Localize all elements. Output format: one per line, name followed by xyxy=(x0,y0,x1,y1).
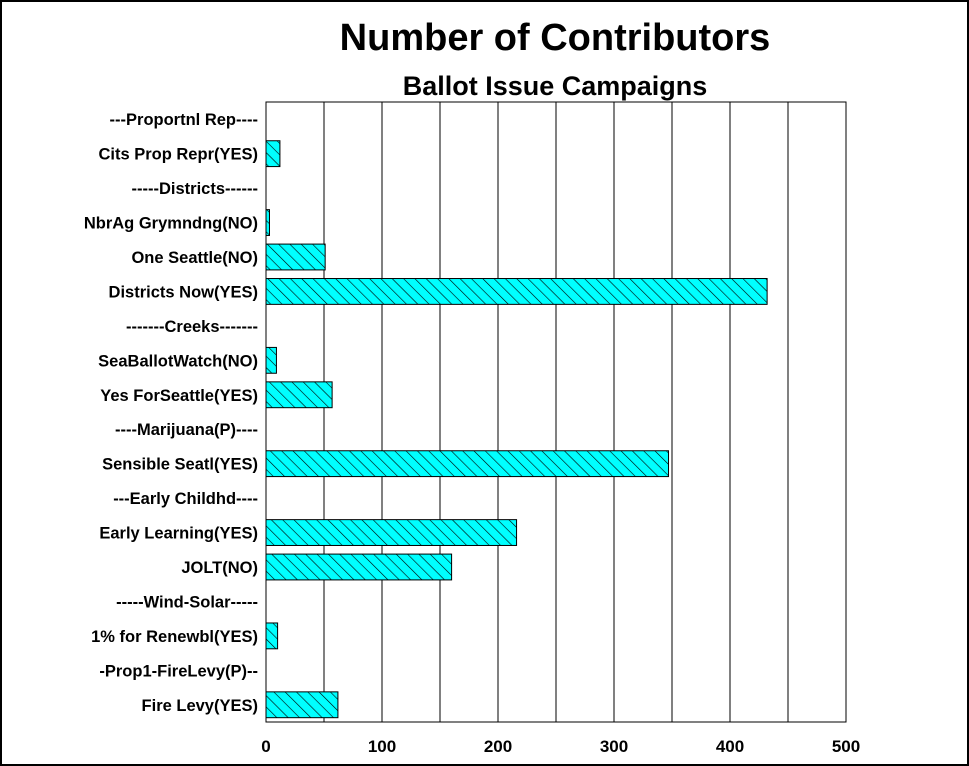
category-label: Yes ForSeattle(YES) xyxy=(100,387,258,405)
category-label: JOLT(NO) xyxy=(181,559,258,577)
category-label: ---Proportnl Rep---- xyxy=(110,111,258,129)
category-label: -------Creeks------- xyxy=(126,318,258,336)
category-label: Fire Levy(YES) xyxy=(142,697,258,715)
category-label: NbrAg Grymndng(NO) xyxy=(84,215,258,233)
category-label: SeaBallotWatch(NO) xyxy=(98,352,258,370)
x-tick-label: 100 xyxy=(368,737,396,756)
category-label: -Prop1-FireLevy(P)-- xyxy=(99,662,258,680)
category-label: Districts Now(YES) xyxy=(109,283,258,301)
category-label: -----Districts------ xyxy=(132,180,258,198)
x-tick-label: 400 xyxy=(716,737,744,756)
bar xyxy=(265,691,339,719)
bar xyxy=(265,278,768,305)
category-label: ----Marijuana(P)---- xyxy=(115,421,258,439)
category-label: Sensible Seatl(YES) xyxy=(102,456,258,474)
bar xyxy=(265,346,277,374)
plot-area: 0 100 200 300 400 500 ---Proportnl Rep---- Cits… xyxy=(84,101,860,756)
x-tick-label: 500 xyxy=(832,737,860,756)
category-label: -----Wind-Solar----- xyxy=(116,593,258,611)
category-label: ---Early Childhd---- xyxy=(113,490,258,508)
bar xyxy=(265,553,453,581)
bar xyxy=(265,140,281,168)
bar xyxy=(265,381,333,409)
category-label: Early Learning(YES) xyxy=(99,525,258,543)
category-label: 1% for Renewbl(YES) xyxy=(91,628,258,646)
category-label: One Seattle(NO) xyxy=(131,249,258,267)
chart-title: Number of Contributors xyxy=(340,17,771,59)
bar xyxy=(265,450,670,478)
bar xyxy=(265,622,279,650)
x-tick-label: 200 xyxy=(484,737,512,756)
bar xyxy=(265,243,326,271)
bar xyxy=(265,519,518,546)
x-tick-label: 0 xyxy=(261,737,270,756)
chart-subtitle: Ballot Issue Campaigns xyxy=(403,71,708,101)
x-tick-label: 300 xyxy=(600,737,628,756)
bar xyxy=(265,209,270,236)
category-label: Cits Prop Repr(YES) xyxy=(98,146,258,164)
